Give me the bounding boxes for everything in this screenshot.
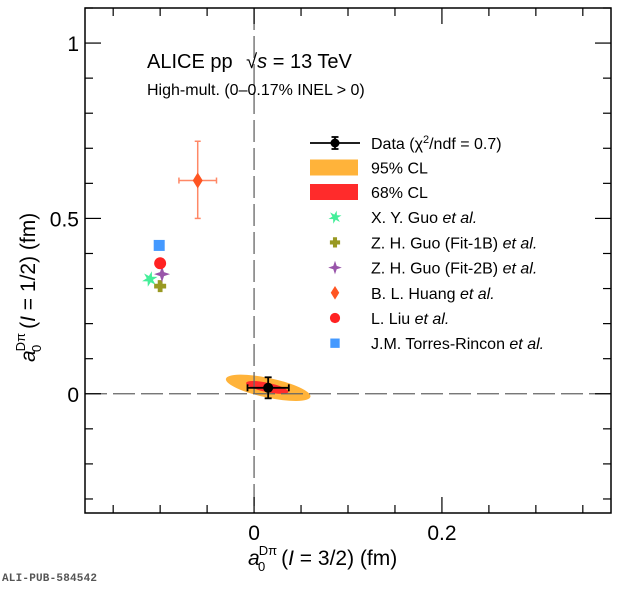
point-l-liu xyxy=(154,257,167,270)
legend-label-x-y-guo: X. Y. Guo et al. xyxy=(371,210,477,227)
title-experiment: ALICE pp xyxy=(147,51,233,73)
y-label-rest: = 1/2) (fm) xyxy=(17,213,40,316)
x-label-sup: Dπ xyxy=(259,543,277,558)
publication-id: ALI-PUB-584542 xyxy=(2,573,98,585)
title-s: s xyxy=(257,51,267,73)
x-tick-label: 0 xyxy=(248,522,260,545)
legend-label-data: Data (χ2/ndf = 0.7) xyxy=(371,134,502,153)
title-energy: = 13 TeV xyxy=(267,51,352,73)
y-tick-label: 1 xyxy=(67,33,79,56)
legend-label-l-liu: L. Liu et al. xyxy=(371,311,449,328)
reference-lines xyxy=(85,8,611,513)
point-j-m-torres-rincon xyxy=(153,239,165,251)
chart-subtitle: High-mult. (0–0.17% INEL > 0) xyxy=(147,82,365,99)
x-tick-label: 0.2 xyxy=(427,522,456,545)
x-label-a: a xyxy=(248,547,260,570)
point-z-h-guo-fit-1b xyxy=(154,280,167,293)
x-label-I: I xyxy=(288,547,294,570)
y-label-sub: 0 xyxy=(29,345,44,352)
legend-label-z-h-guo-fit-2b: Z. H. Guo (Fit-2B) et al. xyxy=(371,261,537,278)
data-point xyxy=(263,382,274,393)
legend-swatch-68cl xyxy=(310,184,358,200)
legend-marker-l-liu xyxy=(329,312,341,324)
legend-data-marker xyxy=(330,138,340,148)
chart-title: ALICE pp √s = 13 TeV xyxy=(147,51,353,73)
axis-ticks xyxy=(85,7,611,513)
x-label-open: ( xyxy=(275,547,288,570)
legend-marker-b-l-huang xyxy=(330,286,340,300)
y-axis-label: aDπ0 (I = 1/2) (fm) xyxy=(13,213,44,362)
legend-swatch-95cl xyxy=(310,159,358,176)
legend-label-95cl: 95% CL xyxy=(371,161,428,178)
point-x-y-guo xyxy=(142,271,158,287)
legend: Data (χ2/ndf = 0.7) 95% CL 68% CL X. Y. Guo… xyxy=(310,134,544,353)
model-points xyxy=(142,140,218,293)
axis-tick-labels: 0 0.2 0 0.5 1 xyxy=(50,33,457,545)
y-tick-label: 0 xyxy=(67,384,79,407)
legend-label-j-m-torres-rincon: J.M. Torres-Rincon et al. xyxy=(371,336,544,353)
y-label-I: I xyxy=(17,316,40,322)
legend-marker-x-y-guo xyxy=(328,210,342,224)
y-label-open: ( xyxy=(17,322,40,335)
legend-label-68cl: 68% CL xyxy=(371,185,428,202)
point-b-l-huang xyxy=(192,172,203,189)
legend-marker-z-h-guo-fit-2b xyxy=(328,260,342,275)
y-tick-label: 0.5 xyxy=(50,208,79,231)
legend-marker-z-h-guo-fit-1b xyxy=(329,237,341,248)
x-axis-label: aDπ 0 (I = 3/2) (fm) xyxy=(248,543,397,574)
data-point-group xyxy=(246,376,290,400)
title-sqrt: √ xyxy=(246,51,257,73)
legend-label-b-l-huang: B. L. Huang et al. xyxy=(371,286,495,303)
legend-marker-j-m-torres-rincon xyxy=(330,338,340,348)
y-label-a: a xyxy=(17,350,40,362)
point-z-h-guo-fit-2b xyxy=(154,266,171,283)
y-label-sup: Dπ xyxy=(13,333,28,351)
legend-label-z-h-guo-fit-1b: Z. H. Guo (Fit-1B) et al. xyxy=(371,235,537,252)
x-label-sub: 0 xyxy=(258,559,265,574)
x-label-rest: = 3/2) (fm) xyxy=(294,547,397,570)
